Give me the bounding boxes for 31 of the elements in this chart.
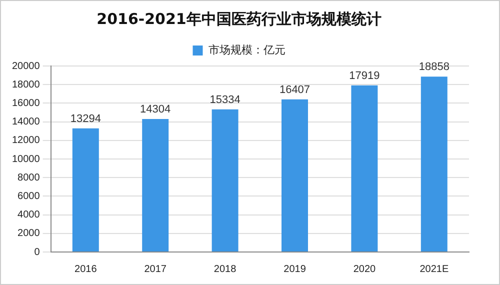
x-tick-label: 2021E: [420, 264, 449, 275]
legend-label: 市场规模：亿元: [208, 44, 286, 57]
bar: [142, 118, 169, 252]
chart-title: 2016-2021年中国医药行业市场规模统计: [96, 10, 382, 28]
y-tick-label: 12000: [12, 135, 40, 146]
y-tick-label: 8000: [18, 172, 40, 184]
data-label: 17919: [349, 70, 380, 82]
y-tick-label: 16000: [12, 98, 40, 109]
data-label: 16407: [279, 84, 310, 96]
y-tick-label: 0: [34, 246, 40, 258]
x-tick-label: 2016: [74, 264, 98, 275]
x-tick-label: 2017: [144, 264, 167, 275]
bar: [282, 99, 308, 252]
y-tick-label: 6000: [18, 190, 40, 202]
y-tick-label: 14000: [12, 116, 40, 128]
y-tick-label: 10000: [12, 154, 40, 165]
bar: [351, 85, 378, 252]
bar: [420, 76, 448, 252]
y-tick-label: 20000: [12, 60, 40, 72]
bar: [212, 109, 238, 252]
data-label: 14304: [140, 104, 171, 116]
x-tick-label: 2019: [284, 264, 306, 275]
y-tick-label: 18000: [12, 79, 40, 90]
bar: [72, 128, 99, 252]
x-tick-label: 2020: [353, 264, 376, 275]
y-tick-label: 2000: [18, 228, 40, 240]
data-label: 13294: [70, 112, 101, 125]
x-tick-label: 2018: [214, 264, 237, 275]
y-tick-label: 4000: [18, 210, 40, 221]
data-label: 15334: [210, 94, 240, 106]
data-label: 18858: [418, 61, 450, 74]
